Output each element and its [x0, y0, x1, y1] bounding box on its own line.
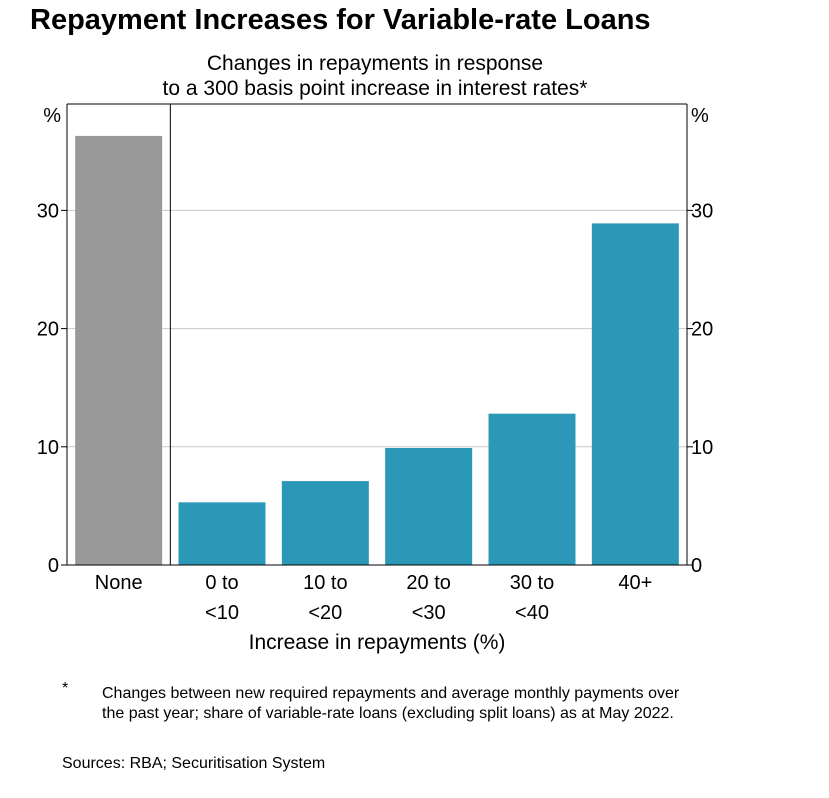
bar-2	[281, 481, 369, 565]
left-axis-unit: %	[43, 105, 61, 127]
category-label-1-line-0: 0 to	[205, 572, 238, 594]
left-tick-label-30: 30	[37, 200, 59, 222]
category-label-5-line-0: 40+	[618, 572, 652, 594]
right-tick-label-0: 0	[691, 555, 702, 577]
category-label-1-line-1: <10	[205, 602, 239, 624]
category-label-4-line-0: 30 to	[510, 572, 554, 594]
bar-3	[385, 447, 473, 565]
category-label-2-line-0: 10 to	[303, 572, 347, 594]
chart-subtitle-line-2: to a 300 basis point increase in interes…	[162, 77, 588, 100]
bar-1	[178, 502, 266, 565]
bar-5	[591, 223, 679, 565]
left-tick-label-0: 0	[48, 555, 59, 577]
right-axis-unit: %	[691, 105, 709, 127]
bar-4	[488, 413, 576, 565]
footnote-marker: *	[62, 680, 69, 697]
category-label-3-line-0: 20 to	[406, 572, 450, 594]
right-tick-label-30: 30	[691, 200, 713, 222]
category-label-3-line-1: <30	[412, 602, 446, 624]
category-label-0-line-0: None	[95, 572, 143, 594]
chart-title: Repayment Increases for Variable-rate Lo…	[30, 4, 651, 36]
sources-note: Sources: RBA; Securitisation System	[62, 755, 326, 772]
bar-0	[75, 135, 163, 565]
left-tick-label-10: 10	[37, 437, 59, 459]
right-tick-label-20: 20	[691, 319, 713, 341]
category-label-2-line-1: <20	[308, 602, 342, 624]
right-tick-label-10: 10	[691, 437, 713, 459]
chart-subtitle-line-1: Changes in repayments in response	[206, 52, 544, 75]
category-label-4-line-1: <40	[515, 602, 549, 624]
left-tick-label-20: 20	[37, 319, 59, 341]
bar-chart: 0 0 10 10 20 20 30 30%% None 0 to <10 10 to <20 20 t…	[37, 103, 713, 624]
x-axis-label: Increase in repayments (%)	[248, 631, 506, 654]
footnote-text: Changes between new required repayments …	[102, 685, 680, 722]
